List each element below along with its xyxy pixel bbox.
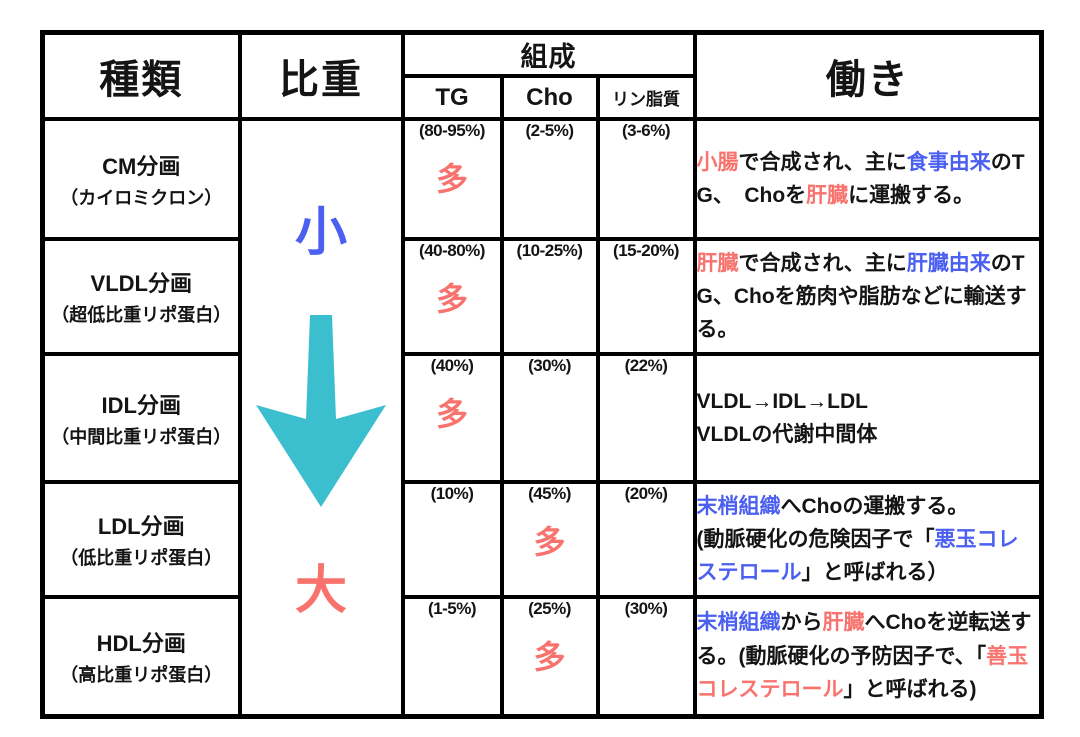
- table-row-hdl: HDL分画 （高比重リポ蛋白） (1-5%) (25%) 多 (30%) 末梢組…: [40, 595, 1044, 718]
- col-header-density: 比重: [237, 30, 405, 121]
- row-name-cm: CM分画 （カイロミクロン）: [40, 117, 242, 241]
- tg-value-cell: (1-5%): [400, 595, 504, 718]
- col-header-function: 働き: [692, 30, 1044, 121]
- row-name-vldl: VLDL分画 （超低比重リポ蛋白）: [40, 237, 242, 356]
- many-marker: [600, 389, 693, 423]
- down-arrow-icon: [256, 315, 386, 507]
- header-row-1: 種類 比重 組成 働き: [40, 30, 1044, 121]
- function-text: 末梢組織へChoの運搬する。 (動脈硬化の危険因子で「悪玉コレステロール」と呼ば…: [696, 494, 1019, 585]
- cho-percent: (45%): [528, 484, 571, 503]
- density-large-label: 大: [294, 562, 347, 620]
- phospholipid-percent: (20%): [624, 484, 668, 503]
- header-row-2: TG Cho リン脂質: [43, 74, 1042, 121]
- phospholipid-percent: (22%): [624, 356, 668, 375]
- table-row-vldl: VLDL分画 （超低比重リポ蛋白） (40-80%) 多 (10-25%) (1…: [40, 237, 1044, 356]
- function-cell: 末梢組織から肝臓へChoを逆転送する。(動脈硬化の予防因子で、「善玉コレステロー…: [692, 595, 1044, 718]
- cho-value-cell: (30%): [499, 352, 600, 484]
- tg-percent: (10%): [430, 484, 474, 503]
- tg-value-cell: (10%): [400, 480, 504, 599]
- function-cell: VLDL→IDL→LDL VLDLの代謝中間体: [692, 352, 1044, 484]
- fraction-name: VLDL分画: [90, 271, 192, 296]
- tg-percent: (40%): [430, 356, 474, 375]
- tg-value-cell: (40-80%) 多: [400, 237, 504, 356]
- density-small-label: 小: [294, 204, 347, 262]
- many-marker: 多: [533, 524, 566, 560]
- many-marker: 多: [435, 161, 468, 197]
- fraction-name: HDL分画: [96, 630, 186, 656]
- cho-value-cell: (2-5%): [499, 117, 600, 241]
- phospholipid-value-cell: (20%): [595, 480, 697, 599]
- lipoprotein-table: 種類 比重 組成 働き TG Cho リン脂質 CM分画 （カイロミクロン） 小…: [40, 30, 1044, 719]
- tg-percent: (80-95%): [419, 121, 485, 140]
- many-marker: [504, 389, 596, 423]
- tg-value-cell: (80-95%) 多: [400, 117, 504, 241]
- many-marker: [600, 154, 693, 188]
- table-row-cm: CM分画 （カイロミクロン） 小 大 (80-95%) 多 (2-5%) (3-…: [40, 117, 1044, 718]
- many-marker: [405, 632, 500, 666]
- fraction-name: LDL分画: [97, 514, 185, 539]
- cho-percent: (25%): [528, 599, 571, 618]
- function-cell: 末梢組織へChoの運搬する。 (動脈硬化の危険因子で「悪玉コレステロール」と呼ば…: [692, 480, 1044, 599]
- cho-value-cell: (25%) 多: [499, 595, 600, 718]
- fraction-subname: （高比重リポ蛋白）: [60, 664, 223, 685]
- many-marker: [504, 274, 596, 308]
- fraction-name: CM分画: [102, 153, 181, 179]
- function-text: VLDL→IDL→LDL VLDLの代謝中間体: [696, 389, 878, 446]
- table-row-ldl: LDL分画 （低比重リポ蛋白） (10%) (45%) 多 (20%) 末梢組織…: [40, 480, 1044, 599]
- fraction-subname: （カイロミクロン）: [60, 187, 223, 208]
- col-header-tg: TG: [400, 74, 504, 121]
- cho-percent: (30%): [528, 356, 571, 375]
- many-marker: [504, 154, 596, 188]
- function-text: 末梢組織から肝臓へChoを逆転送する。(動脈硬化の予防因子で、「善玉コレステロー…: [696, 611, 1032, 701]
- tg-percent: (40-80%): [419, 241, 485, 260]
- fraction-name: IDL分画: [101, 392, 181, 418]
- function-text: 肝臓で合成され、主に肝臓由来のTG、Choを筋肉や脂肪などに輸送する。: [696, 251, 1027, 342]
- col-header-cho: Cho: [499, 74, 600, 121]
- phospholipid-percent: (3-6%): [621, 121, 671, 140]
- phospholipid-percent: (15-20%): [613, 241, 679, 260]
- row-name-idl: IDL分画 （中間比重リポ蛋白）: [40, 352, 242, 484]
- cho-value-cell: (10-25%): [499, 237, 600, 356]
- many-marker: [405, 517, 500, 551]
- many-marker: [600, 517, 693, 551]
- table-row-idl: IDL分画 （中間比重リポ蛋白） (40%) 多 (30%) (22%) VLD…: [40, 352, 1044, 484]
- col-header-type: 種類: [40, 30, 242, 121]
- phospholipid-value-cell: (30%): [595, 595, 697, 718]
- many-marker: [600, 632, 693, 666]
- function-cell: 小腸で合成され、主に食事由来のTG、 Choを肝臓に運搬する。: [692, 117, 1044, 241]
- many-marker: 多: [435, 396, 468, 432]
- many-marker: [600, 274, 693, 308]
- row-name-hdl: HDL分画 （高比重リポ蛋白）: [40, 595, 242, 718]
- col-header-phospholipid: リン脂質: [595, 74, 697, 121]
- cho-percent: (2-5%): [525, 121, 574, 140]
- phospholipid-value-cell: (3-6%): [595, 117, 697, 241]
- phospholipid-value-cell: (22%): [595, 352, 697, 484]
- cho-value-cell: (45%) 多: [499, 480, 600, 599]
- fraction-subname: （中間比重リポ蛋白）: [51, 426, 232, 447]
- phospholipid-value-cell: (15-20%): [595, 237, 697, 356]
- row-name-ldl: LDL分画 （低比重リポ蛋白）: [40, 480, 242, 599]
- function-text: 小腸で合成され、主に食事由来のTG、 Choを肝臓に運搬する。: [696, 150, 1025, 207]
- tg-percent: (1-5%): [427, 599, 477, 618]
- phospholipid-percent: (30%): [624, 599, 668, 618]
- cho-percent: (10-25%): [516, 241, 583, 260]
- density-gradient-cell: 小 大: [237, 117, 405, 718]
- fraction-subname: （低比重リポ蛋白）: [60, 548, 223, 568]
- many-marker: 多: [435, 281, 468, 317]
- many-marker: 多: [533, 639, 566, 675]
- fraction-subname: （超低比重リポ蛋白）: [51, 305, 232, 325]
- tg-value-cell: (40%) 多: [400, 352, 504, 484]
- col-header-composition: 組成: [400, 30, 697, 78]
- function-cell: 肝臓で合成され、主に肝臓由来のTG、Choを筋肉や脂肪などに輸送する。: [692, 237, 1044, 356]
